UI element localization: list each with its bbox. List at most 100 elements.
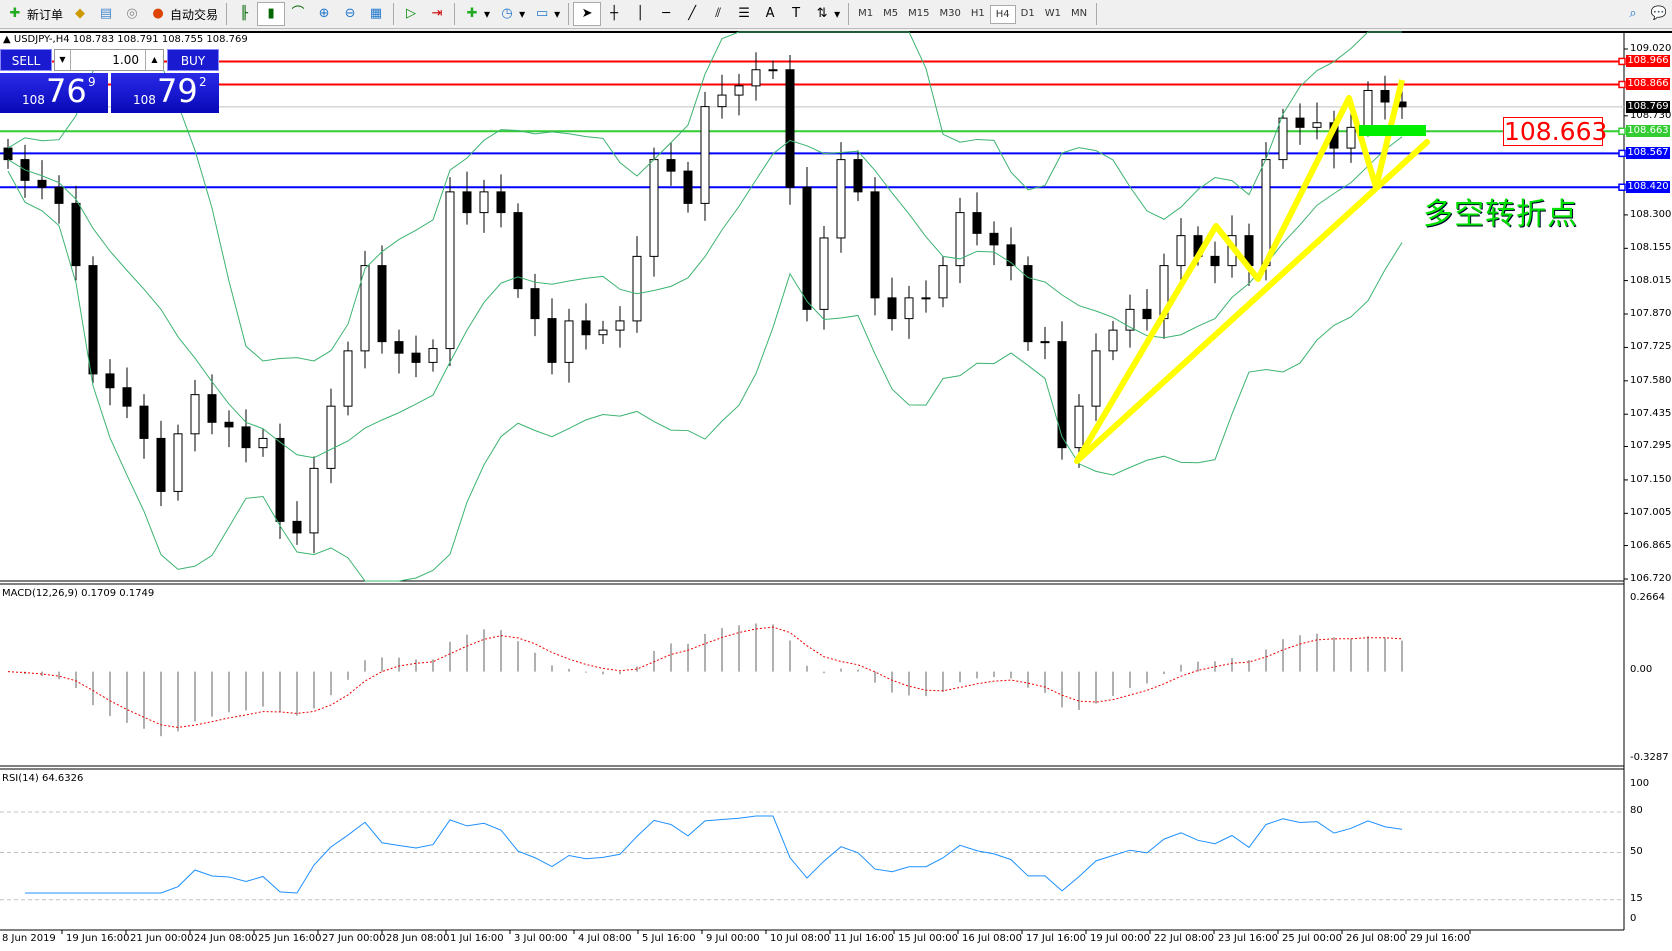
bull-candle	[904, 297, 914, 320]
line-chart-icon: ⌒	[291, 6, 305, 21]
timeframe-m5[interactable]: M5	[883, 7, 899, 19]
lot-decrease-button[interactable]: ▼	[55, 50, 71, 70]
bear-candle	[411, 352, 421, 363]
price-axis-label: 107.870	[1630, 307, 1672, 319]
bull-candle	[1312, 122, 1322, 128]
bear-candle	[1057, 341, 1067, 449]
bear-candle	[547, 318, 557, 363]
bear-candle	[37, 179, 47, 188]
timeframe-m1[interactable]: M1	[858, 7, 874, 19]
price-label-box[interactable]: 108.663	[1503, 117, 1608, 146]
indicators-button[interactable]: ✚ ▾	[459, 2, 494, 26]
highlight-bar	[1359, 125, 1426, 136]
bear-candle	[581, 320, 591, 336]
bear-candle	[462, 191, 472, 214]
candlestick-icon: ▮	[267, 6, 275, 21]
bear-candle	[1006, 244, 1016, 267]
search-button[interactable]: ⌕	[1620, 2, 1646, 26]
text-button[interactable]: A	[757, 2, 783, 26]
bear-candle	[71, 202, 81, 267]
sell-button[interactable]: SELL	[0, 49, 52, 71]
bull-candle	[326, 405, 336, 469]
tile-icon: ▦	[369, 6, 383, 21]
templates-button[interactable]: ▭ ▾	[529, 2, 564, 26]
bear-candle	[666, 159, 676, 172]
zigzag-trendline	[1074, 79, 1405, 463]
auto-scroll-button[interactable]: ▷	[398, 2, 424, 26]
time-axis-label: 25 Jul 00:00	[1282, 933, 1342, 944]
price-tag: 108.966	[1626, 55, 1670, 68]
price-axis-label: 107.725	[1630, 341, 1672, 353]
buy-button[interactable]: BUY	[167, 49, 219, 71]
bull-candle	[258, 437, 268, 449]
auto-scroll-icon: ▷	[406, 6, 417, 21]
bar-chart-icon: ╟	[240, 6, 248, 21]
book-icon: ◆	[75, 6, 86, 21]
lot-size-input[interactable]: ▼ 1.00 ▲	[54, 49, 164, 71]
new-order-icon: ✚	[9, 6, 21, 21]
timeframe-m15[interactable]: M15	[908, 7, 930, 19]
history-button[interactable]: ▤	[93, 2, 119, 26]
candle-chart-button[interactable]: ▮	[257, 2, 286, 26]
vertical-line-button[interactable]: │	[627, 2, 653, 26]
zoom-in-button[interactable]: ⊕	[311, 2, 337, 26]
experts-button[interactable]: ◆	[67, 2, 93, 26]
bull-candle	[1346, 126, 1356, 149]
timeframe-mn[interactable]: MN	[1070, 7, 1088, 19]
bear-candle	[88, 265, 98, 375]
bull-candle	[1108, 329, 1118, 352]
price-axis-label: 107.580	[1630, 374, 1672, 386]
bull-candle	[1278, 117, 1288, 161]
timeframe-m30[interactable]: M30	[939, 7, 961, 19]
fibonacci-button[interactable]: ☰	[731, 2, 757, 26]
annotation-text[interactable]: 多空转折点	[1423, 197, 1578, 232]
crosshair-button[interactable]: ┼	[601, 2, 627, 26]
level-handle	[1618, 57, 1626, 66]
arrows-button[interactable]: ⇅ ▾	[809, 2, 844, 26]
bull-candle	[1176, 235, 1186, 267]
bull-candle	[938, 265, 948, 299]
bear-candle	[802, 186, 812, 310]
sell-price[interactable]: 108 76 9	[0, 72, 108, 113]
channel-button[interactable]: ⫽	[705, 2, 731, 26]
auto-trading-button[interactable]: ● 自动交易	[145, 2, 222, 26]
bull-candle	[751, 69, 761, 87]
text-label-button[interactable]: T	[783, 2, 809, 26]
separator	[1096, 3, 1098, 25]
bear-candle	[496, 191, 506, 214]
timeframe-w1[interactable]: W1	[1044, 7, 1061, 19]
bear-candle	[989, 232, 999, 246]
price-axis-label: 107.005	[1630, 507, 1672, 519]
bar-chart-button[interactable]: ╟	[231, 2, 257, 26]
horizontal-line-button[interactable]: ─	[653, 2, 679, 26]
lot-increase-button[interactable]: ▲	[145, 50, 163, 70]
bear-candle	[139, 405, 149, 439]
tile-windows-button[interactable]: ▦	[363, 2, 389, 26]
timeframe-h1[interactable]: H1	[970, 7, 985, 19]
buy-price[interactable]: 108 79 2	[111, 72, 219, 113]
bear-candle	[870, 191, 880, 299]
time-axis-label: 25 Jun 16:00	[258, 933, 322, 944]
time-axis-label: 19 Jun 16:00	[66, 933, 130, 944]
price-tag: 108.769	[1626, 100, 1670, 113]
time-axis-label: 11 Jul 16:00	[834, 933, 894, 944]
trendline-icon: ╱	[688, 6, 697, 21]
cursor-button[interactable]: ➤	[573, 2, 602, 26]
time-axis-label: 19 Jul 00:00	[1090, 933, 1150, 944]
timeframe-h4[interactable]: H4	[989, 4, 1016, 24]
signals-button[interactable]: ◎	[119, 2, 145, 26]
timeframe-d1[interactable]: D1	[1020, 7, 1035, 19]
periods-button[interactable]: ◷ ▾	[494, 2, 529, 26]
zoom-out-button[interactable]: ⊖	[337, 2, 363, 26]
search-icon: ⌕	[1629, 6, 1637, 21]
bull-candle	[819, 237, 829, 310]
bear-candle	[887, 297, 897, 320]
trendline-button[interactable]: ╱	[679, 2, 705, 26]
chat-button[interactable]: 💬	[1646, 2, 1672, 26]
new-order-button[interactable]: ✚ 新订单	[2, 2, 67, 26]
chart-shift-button[interactable]: ⇥	[424, 2, 450, 26]
line-chart-button[interactable]: ⌒	[285, 2, 311, 26]
vertical-line-icon: │	[636, 6, 645, 21]
bull-candle	[649, 159, 659, 257]
